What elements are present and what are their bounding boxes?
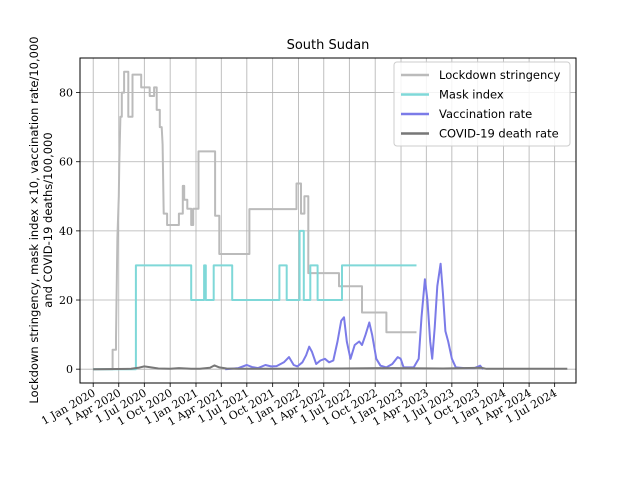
chart-title: South Sudan [287,38,370,53]
series-line-1 [93,70,417,371]
y-tick-label: 80 [59,87,73,100]
series-line-2 [93,229,417,371]
legend-label: Mask index [439,88,504,102]
plot-frame [79,57,577,384]
legend: Lockdown stringency Mask index Vaccination… [393,61,571,147]
legend-label: Vaccination rate [439,107,532,121]
y-tick-label: 0 [66,363,73,376]
series-line-3 [225,262,484,371]
legend-label: COVID-19 death rate [439,127,559,141]
y-tick-label: 20 [59,294,73,307]
series-line-4 [93,364,568,371]
legend-label: Lockdown stringency [439,68,561,82]
y-axis-label-line-2: and COVID-19 deaths/100,000 [41,132,55,307]
grid [80,58,576,383]
y-axis: 0 20 40 60 80 [59,87,80,376]
series-layer [93,70,568,371]
y-axis-label-line-1: Lockdown stringency, mask index ×10, vac… [27,36,41,403]
y-tick-label: 40 [59,225,73,238]
legend-box [393,61,571,147]
y-tick-label: 60 [59,156,73,169]
